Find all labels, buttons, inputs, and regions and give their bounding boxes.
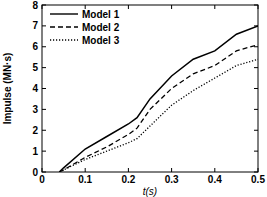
y-tick-right: [254, 67, 258, 68]
y-tick: [42, 172, 46, 173]
y-tick: [42, 130, 46, 131]
plot-frame: [42, 5, 258, 172]
x-tick-label: 0.5: [251, 174, 265, 185]
y-tick: [42, 46, 46, 47]
y-tick-right: [254, 5, 258, 6]
y-tick-label: 4: [32, 83, 38, 94]
y-tick-right: [254, 130, 258, 131]
y-tick: [42, 5, 46, 6]
y-tick-right: [254, 151, 258, 152]
x-tick: [171, 168, 172, 172]
y-tick-label: 6: [32, 41, 38, 52]
x-tick-label: 0.4: [208, 174, 222, 185]
chart-root: 0 0.1 0.2 0.3 0.4 0.5 0 1 2 3 4 5 6 7 8 t(s) Impulse (MN…: [0, 0, 267, 197]
y-axis-label: Impulse (MN·s): [2, 53, 13, 125]
x-tick: [258, 168, 259, 172]
y-tick-right: [254, 109, 258, 110]
x-tick-label: 0.1: [78, 174, 92, 185]
y-tick-label: 2: [32, 125, 38, 136]
y-tick-label: 7: [32, 20, 38, 31]
x-tick-top: [258, 5, 259, 9]
y-tick-label: 5: [32, 62, 38, 73]
legend: Model 1 Model 2 Model 3: [50, 9, 120, 46]
x-tick-label: 0.2: [121, 174, 135, 185]
legend-swatch: [50, 26, 78, 27]
y-tick-label: 8: [32, 0, 38, 11]
series-group: [59, 26, 258, 172]
x-tick-label: 0: [39, 174, 45, 185]
legend-label: Model 1: [82, 9, 120, 20]
y-tick: [42, 88, 46, 89]
chart: 0 0.1 0.2 0.3 0.4 0.5 0 1 2 3 4 5 6 7 8 t(s) Impulse (MN…: [0, 0, 267, 197]
x-tick: [42, 168, 43, 172]
x-tick: [214, 168, 215, 172]
legend-swatch: [50, 39, 78, 40]
y-tick-right: [254, 46, 258, 47]
legend-label: Model 2: [82, 22, 120, 33]
x-tick-top: [214, 5, 215, 9]
x-tick-label: 0.3: [165, 174, 179, 185]
y-tick: [42, 25, 46, 26]
x-tick: [128, 168, 129, 172]
series-line: [59, 26, 258, 172]
legend-swatch: [50, 13, 78, 14]
x-tick-top: [128, 5, 129, 9]
y-tick-right: [254, 172, 258, 173]
x-tick-top: [171, 5, 172, 9]
y-tick-label: 3: [32, 104, 38, 115]
y-tick-right: [254, 88, 258, 89]
y-tick-label: 1: [32, 146, 38, 157]
y-tick: [42, 67, 46, 68]
y-tick: [42, 151, 46, 152]
y-tick-label: 0: [32, 167, 38, 178]
x-tick: [85, 168, 86, 172]
legend-label: Model 3: [82, 35, 120, 46]
series-line: [59, 45, 258, 172]
x-axis-label: t(s): [143, 186, 157, 197]
y-tick: [42, 109, 46, 110]
series-line: [59, 59, 258, 172]
x-tick-top: [42, 5, 43, 9]
